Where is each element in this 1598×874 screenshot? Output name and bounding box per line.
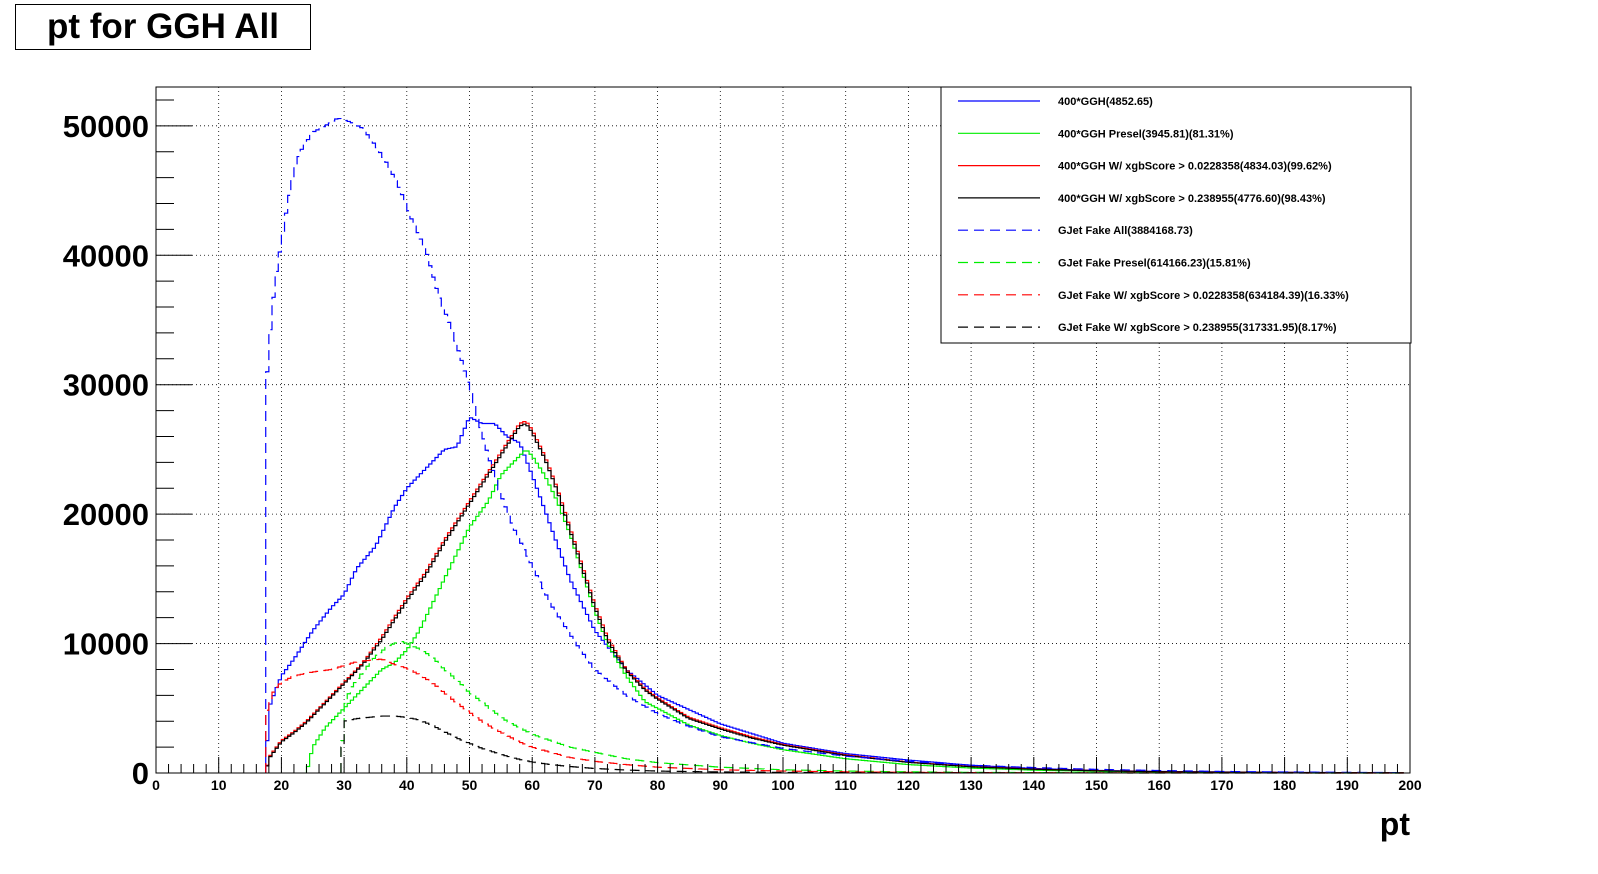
series-line-2	[265, 420, 1404, 774]
legend-entry-label: 400*GGH W/ xgbScore > 0.238955(4776.60)(…	[1058, 193, 1326, 205]
x-tick-label: 150	[1085, 777, 1109, 793]
series-line-7	[340, 715, 1404, 774]
x-tick-label: 160	[1148, 777, 1172, 793]
y-tick-label: 30000	[63, 368, 149, 403]
x-tick-label: 0	[152, 777, 160, 793]
x-tick-label: 50	[462, 777, 478, 793]
x-axis-label: pt	[1380, 806, 1411, 842]
x-tick-label: 90	[713, 777, 729, 793]
legend-entry-label: GJet Fake All(3884168.73)	[1058, 225, 1193, 237]
series-line-4	[265, 117, 1404, 774]
x-tick-label: 130	[959, 777, 983, 793]
legend: 400*GGH(4852.65) 400*GGH Presel(3945.81)(…	[940, 86, 1412, 344]
x-tick-label: 190	[1336, 777, 1360, 793]
y-tick-label: 10000	[63, 627, 149, 662]
x-tick-label: 80	[650, 777, 666, 793]
series-line-6	[265, 658, 1404, 774]
x-tick-label: 20	[274, 777, 290, 793]
x-tick-label: 100	[771, 777, 795, 793]
legend-entry-label: 400*GGH(4852.65)	[1058, 96, 1153, 108]
y-tick-label: 40000	[63, 238, 149, 273]
x-tick-label: 60	[524, 777, 540, 793]
x-tick-label: 30	[336, 777, 352, 793]
legend-box	[940, 86, 1412, 344]
x-tick-label: 70	[587, 777, 603, 793]
x-tick-label: 110	[834, 777, 857, 793]
x-tick-label: 120	[897, 777, 921, 793]
x-tick-label: 10	[211, 777, 227, 793]
legend-entry-label: GJet Fake Presel(614166.23)(15.81%)	[1058, 258, 1251, 270]
y-tick-label: 0	[132, 756, 149, 791]
chart-title: pt for GGH All	[15, 4, 311, 50]
x-tick-label: 170	[1210, 777, 1234, 793]
y-tick-label: 20000	[63, 497, 149, 532]
y-tick-label: 50000	[63, 109, 149, 144]
x-tick-label: 40	[399, 777, 415, 793]
legend-entry-label: GJet Fake W/ xgbScore > 0.0228358(634184…	[1058, 290, 1349, 302]
x-tick-label: 180	[1273, 777, 1297, 793]
legend-entry-label: 400*GGH Presel(3945.81)(81.31%)	[1058, 128, 1234, 140]
x-tick-label: 200	[1398, 777, 1422, 793]
series-line-5	[340, 641, 1404, 774]
axes: 0 10 20 30 40 50 60 70 80 90 100 110 120 130 140 150 160…	[63, 86, 1422, 793]
x-tick-label: 140	[1022, 777, 1046, 793]
legend-entry-label: 400*GGH W/ xgbScore > 0.0228358(4834.03)…	[1058, 161, 1332, 173]
series-line-3	[265, 423, 1404, 774]
legend-entry-label: GJet Fake W/ xgbScore > 0.238955(317331.…	[1058, 322, 1337, 334]
